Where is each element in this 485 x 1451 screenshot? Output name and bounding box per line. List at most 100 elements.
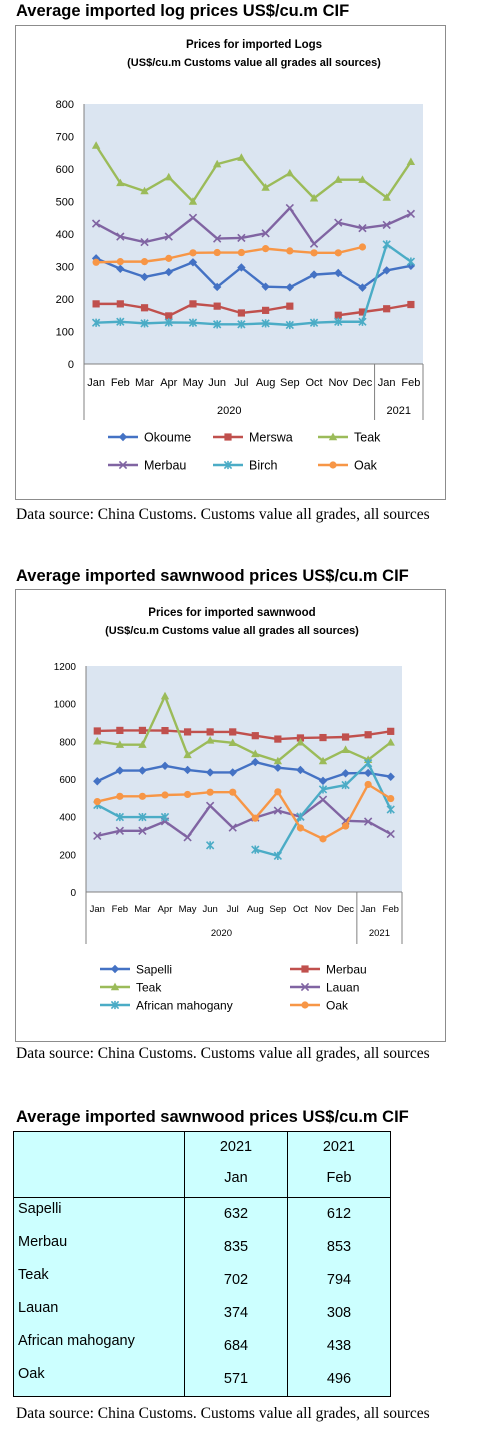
- sawnwood-table-heading: Average imported sawnwood prices US$/cu.…: [16, 1108, 409, 1126]
- y-tick-label: 0: [68, 359, 74, 371]
- data-point-african-mahogany: [296, 812, 305, 821]
- data-point-teak: [237, 153, 246, 161]
- legend-marker: [328, 432, 338, 441]
- data-point-birch: [116, 317, 125, 326]
- series-line-lauan: [97, 798, 392, 839]
- table-cell-species: Sapelli: [18, 1201, 62, 1217]
- data-point-african-mahogany: [205, 841, 215, 850]
- x-tick-label: Apr: [158, 904, 173, 915]
- series-line-african-mahogany: [96, 803, 165, 819]
- data-point-oak: [116, 792, 124, 800]
- data-point-merbau: [237, 233, 246, 243]
- data-point-teak: [406, 157, 416, 166]
- data-point-african-mahogany: [273, 851, 283, 861]
- data-point-birch: [237, 320, 246, 329]
- x-tick-label: Aug: [256, 377, 276, 389]
- x-tick-label: Sep: [280, 377, 300, 389]
- data-point-oak: [319, 835, 327, 843]
- sawnwood-price-table: 2021 Jan 2021 Feb Sapelli Merbau Teak Lauan…: [13, 1131, 391, 1397]
- table-cell-feb: 308: [326, 1305, 352, 1321]
- data-point-merbau: [116, 726, 124, 735]
- data-point-oak: [161, 791, 169, 799]
- data-point-teak: [341, 745, 350, 754]
- data-point-merbau: [229, 728, 237, 736]
- data-point-okoume: [116, 264, 125, 273]
- y-tick-label: 500: [56, 197, 74, 209]
- legend-label: African mahogany: [136, 999, 233, 1013]
- data-point-merbau: [164, 232, 173, 241]
- x-tick-label: Jul: [227, 904, 239, 915]
- data-point-oak: [213, 248, 221, 257]
- x-tick-label: May: [179, 904, 197, 915]
- data-point-birch: [91, 318, 101, 327]
- data-point-okoume: [285, 283, 295, 292]
- data-point-okoume: [212, 282, 222, 292]
- series-line-merbau: [97, 729, 391, 741]
- series-line-oak: [97, 783, 392, 841]
- x-tick-label: Dec: [337, 904, 354, 915]
- legend-marker: [118, 432, 128, 442]
- year-group-label: 2021: [369, 928, 390, 939]
- data-point-african-mahogany: [251, 845, 260, 854]
- x-tick-label: Mar: [134, 904, 150, 915]
- data-point-merbau: [364, 731, 372, 739]
- data-point-oak: [341, 822, 350, 830]
- data-point-okoume: [237, 263, 246, 272]
- data-point-teak: [285, 168, 295, 177]
- y-tick-label: 400: [56, 229, 74, 241]
- legend-marker: [300, 982, 310, 992]
- data-point-sapelli: [138, 766, 147, 775]
- y-tick-label: 600: [56, 164, 74, 176]
- data-point-birch: [358, 317, 367, 326]
- legend-marker: [110, 964, 120, 974]
- data-point-lauan: [183, 833, 192, 842]
- data-point-oak: [296, 824, 305, 832]
- data-point-okoume: [358, 283, 367, 292]
- series-line-birch: [96, 243, 412, 327]
- data-point-merswa: [237, 309, 245, 317]
- data-point-african-mahogany: [160, 812, 170, 822]
- x-tick-label: Dec: [353, 377, 373, 389]
- data-point-merbau: [406, 209, 416, 219]
- series-line-merbau: [95, 206, 412, 245]
- data-point-teak: [115, 740, 125, 748]
- table-species-column: Sapelli Merbau Teak Lauan African mahogany Oa…: [13, 1197, 185, 1397]
- data-point-merbau: [91, 219, 101, 228]
- data-point-birch: [213, 320, 222, 329]
- data-point-birch: [309, 318, 319, 327]
- data-point-merbau: [251, 732, 259, 740]
- data-point-okoume: [382, 266, 391, 275]
- table-cell-jan: 374: [223, 1305, 249, 1321]
- sawnwood-prices-chart: Prices for imported sawnwood (US$/cu.m Cu…: [15, 589, 446, 1042]
- table-cell-jan: 571: [223, 1371, 249, 1387]
- table-header-feb: 2021 Feb: [287, 1131, 391, 1198]
- data-point-merswa: [286, 302, 294, 310]
- x-tick-label: Nov: [328, 377, 348, 389]
- data-point-teak: [334, 175, 343, 183]
- data-point-teak: [273, 756, 283, 765]
- sawnwood-prices-heading: Average imported sawnwood prices US$/cu.…: [16, 567, 409, 585]
- data-point-merbau: [358, 223, 367, 233]
- series-line-oak: [96, 245, 363, 264]
- sawnwood-prices-chart-svg: Prices for imported sawnwood (US$/cu.m Cu…: [54, 607, 403, 1013]
- series-line-sapelli: [96, 760, 391, 783]
- data-point-african-mahogany: [363, 759, 373, 768]
- data-point-oak: [189, 249, 197, 257]
- data-point-oak: [237, 248, 245, 257]
- data-point-lauan: [138, 826, 147, 835]
- data-point-oak: [387, 794, 395, 803]
- data-point-okoume: [188, 258, 198, 267]
- data-point-oak: [229, 788, 237, 796]
- x-tick-label: Feb: [383, 904, 399, 915]
- legend-label: Oak: [326, 999, 349, 1013]
- data-point-teak: [261, 183, 270, 191]
- year-group-label: 2021: [387, 405, 411, 417]
- x-tick-label: Mar: [135, 377, 154, 389]
- data-point-oak: [116, 258, 124, 266]
- data-point-teak: [228, 738, 237, 747]
- data-point-sapelli: [205, 768, 215, 777]
- data-point-african-mahogany: [341, 780, 350, 790]
- year-group-label: 2020: [217, 405, 241, 417]
- data-point-merswa: [140, 304, 149, 312]
- y-tick-label: 1000: [54, 700, 77, 711]
